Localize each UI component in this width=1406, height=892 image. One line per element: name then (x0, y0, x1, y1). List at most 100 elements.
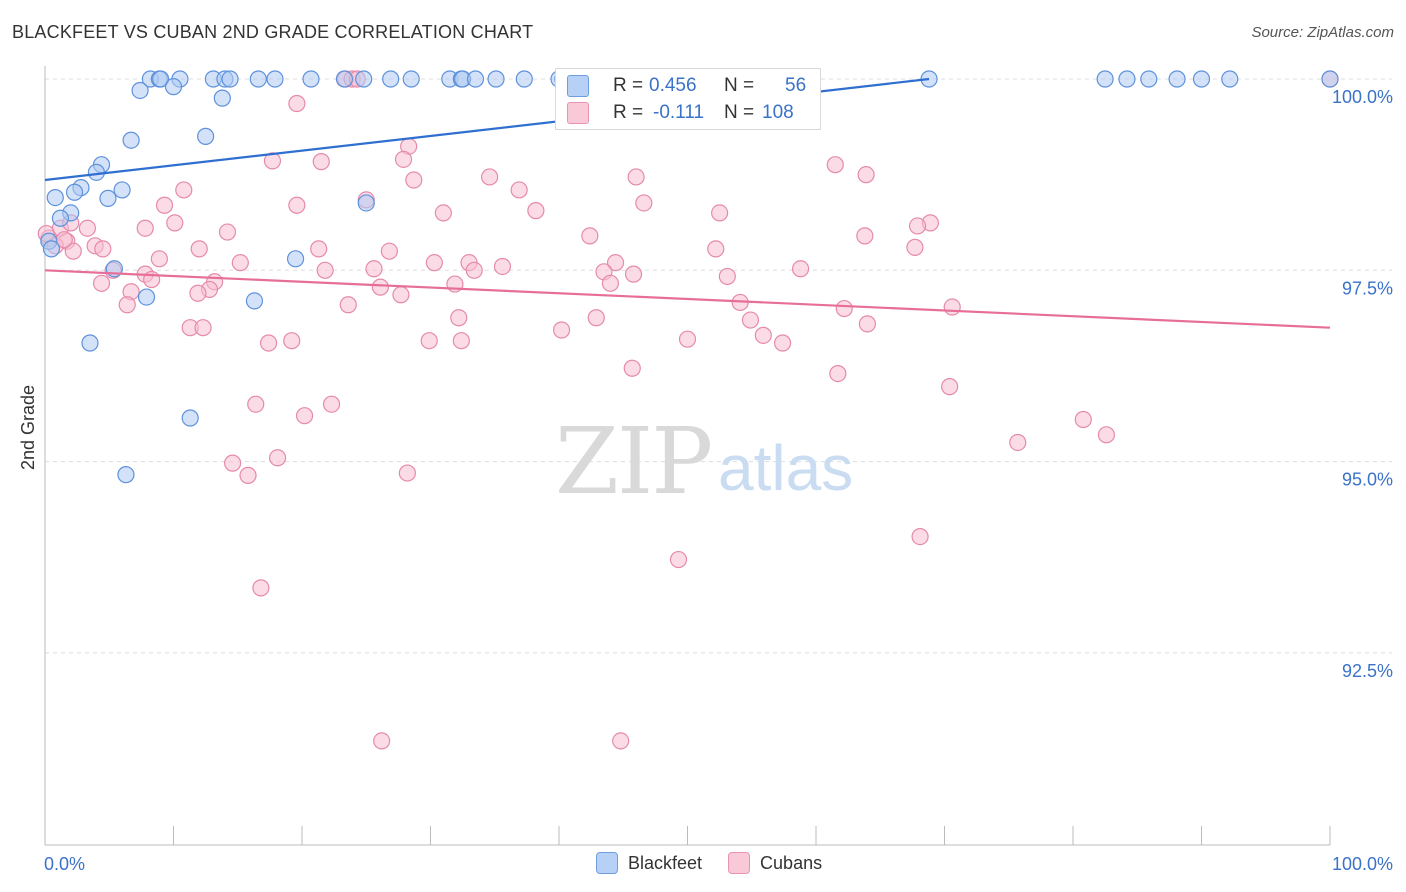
stats-r-value: 0.456 (649, 75, 697, 96)
watermark-atlas: atlas (718, 432, 853, 504)
data-point (856, 227, 874, 245)
data-point (1168, 70, 1186, 88)
stats-r-value: -0.111 (653, 102, 705, 123)
data-point (678, 330, 697, 348)
data-point (152, 70, 170, 88)
data-point (136, 219, 154, 237)
data-point (515, 70, 533, 88)
legend-item-blackfeet: Blackfeet (596, 852, 702, 874)
data-point (164, 78, 183, 96)
data-point (175, 181, 193, 199)
y-tick-label: 92.5% (1342, 661, 1393, 681)
data-point (754, 326, 772, 344)
data-point (263, 152, 282, 170)
stats-n-label: N = (724, 75, 755, 96)
data-point (312, 153, 330, 171)
stats-n-value: 56 (785, 75, 807, 96)
data-point (826, 156, 844, 174)
data-point (394, 150, 413, 168)
data-point (581, 227, 599, 245)
data-point (150, 250, 168, 268)
data-point (773, 334, 792, 352)
data-point (606, 254, 625, 272)
data-point (1192, 70, 1211, 88)
data-point (405, 171, 423, 189)
data-point (310, 240, 328, 258)
data-point (197, 127, 215, 145)
data-point (450, 309, 468, 327)
data-point (218, 223, 237, 241)
data-point (245, 292, 264, 310)
chart-title: BLACKFEET VS CUBAN 2ND GRADE CORRELATION… (12, 22, 534, 42)
data-point (92, 274, 111, 292)
data-point (365, 260, 383, 278)
data-point (1096, 70, 1114, 88)
data-point (587, 309, 605, 327)
data-point (87, 163, 106, 181)
data-point (493, 257, 512, 276)
data-point (601, 274, 620, 292)
data-point (1074, 410, 1092, 429)
data-point (46, 189, 64, 207)
data-point (707, 240, 725, 258)
data-point (420, 332, 438, 350)
stats-n-label: N = (724, 102, 755, 123)
data-point (268, 449, 287, 467)
data-point (1097, 426, 1116, 444)
data-point (466, 70, 485, 88)
data-point (113, 181, 131, 199)
data-point (51, 209, 70, 227)
data-point (612, 732, 630, 750)
data-point (259, 334, 278, 352)
data-point (131, 81, 149, 100)
data-point (194, 319, 212, 337)
y-tick-label: 100.0% (1332, 87, 1393, 107)
data-point (623, 359, 641, 377)
data-point (741, 311, 760, 329)
data-point (231, 254, 249, 272)
data-point (941, 378, 959, 396)
data-point (190, 240, 208, 258)
y-tick-label: 97.5% (1342, 278, 1393, 298)
data-point (252, 579, 270, 597)
data-point (552, 321, 571, 339)
stats-swatch-blackfeet (567, 75, 589, 97)
stats-swatch-cubans (567, 102, 589, 124)
axes (44, 66, 1331, 846)
data-point (527, 202, 545, 220)
data-point (355, 70, 373, 88)
data-point (908, 217, 927, 235)
data-point (373, 732, 391, 750)
data-point (669, 550, 688, 569)
tick-labels: 92.5% 95.0% 97.5% 100.0% 0.0% 100.0% (44, 87, 1393, 874)
data-point (64, 242, 82, 260)
legend-item-cubans: Cubans (728, 852, 822, 874)
data-point (718, 267, 736, 286)
data-point (487, 70, 505, 88)
y-tick-label: 95.0% (1342, 470, 1393, 490)
data-point (335, 70, 354, 88)
data-point (94, 240, 112, 258)
y-axis-label: 2nd Grade (18, 384, 38, 470)
data-point (189, 284, 207, 302)
data-point (1009, 433, 1027, 452)
data-point (213, 89, 231, 107)
data-point (224, 454, 242, 472)
data-point (322, 395, 341, 413)
data-point (295, 407, 314, 425)
data-point (481, 168, 499, 186)
data-point (1221, 70, 1239, 88)
data-point (635, 194, 653, 212)
data-point (288, 196, 306, 214)
data-point (81, 334, 99, 352)
data-point (155, 196, 174, 214)
data-point (283, 332, 301, 350)
data-point (99, 189, 117, 207)
data-point (943, 298, 961, 316)
data-point (434, 204, 452, 222)
data-point (835, 299, 853, 318)
legend-label-cubans: Cubans (760, 852, 823, 873)
data-point (166, 214, 184, 232)
watermark-zip: ZIP (555, 408, 711, 515)
data-point (117, 466, 135, 484)
